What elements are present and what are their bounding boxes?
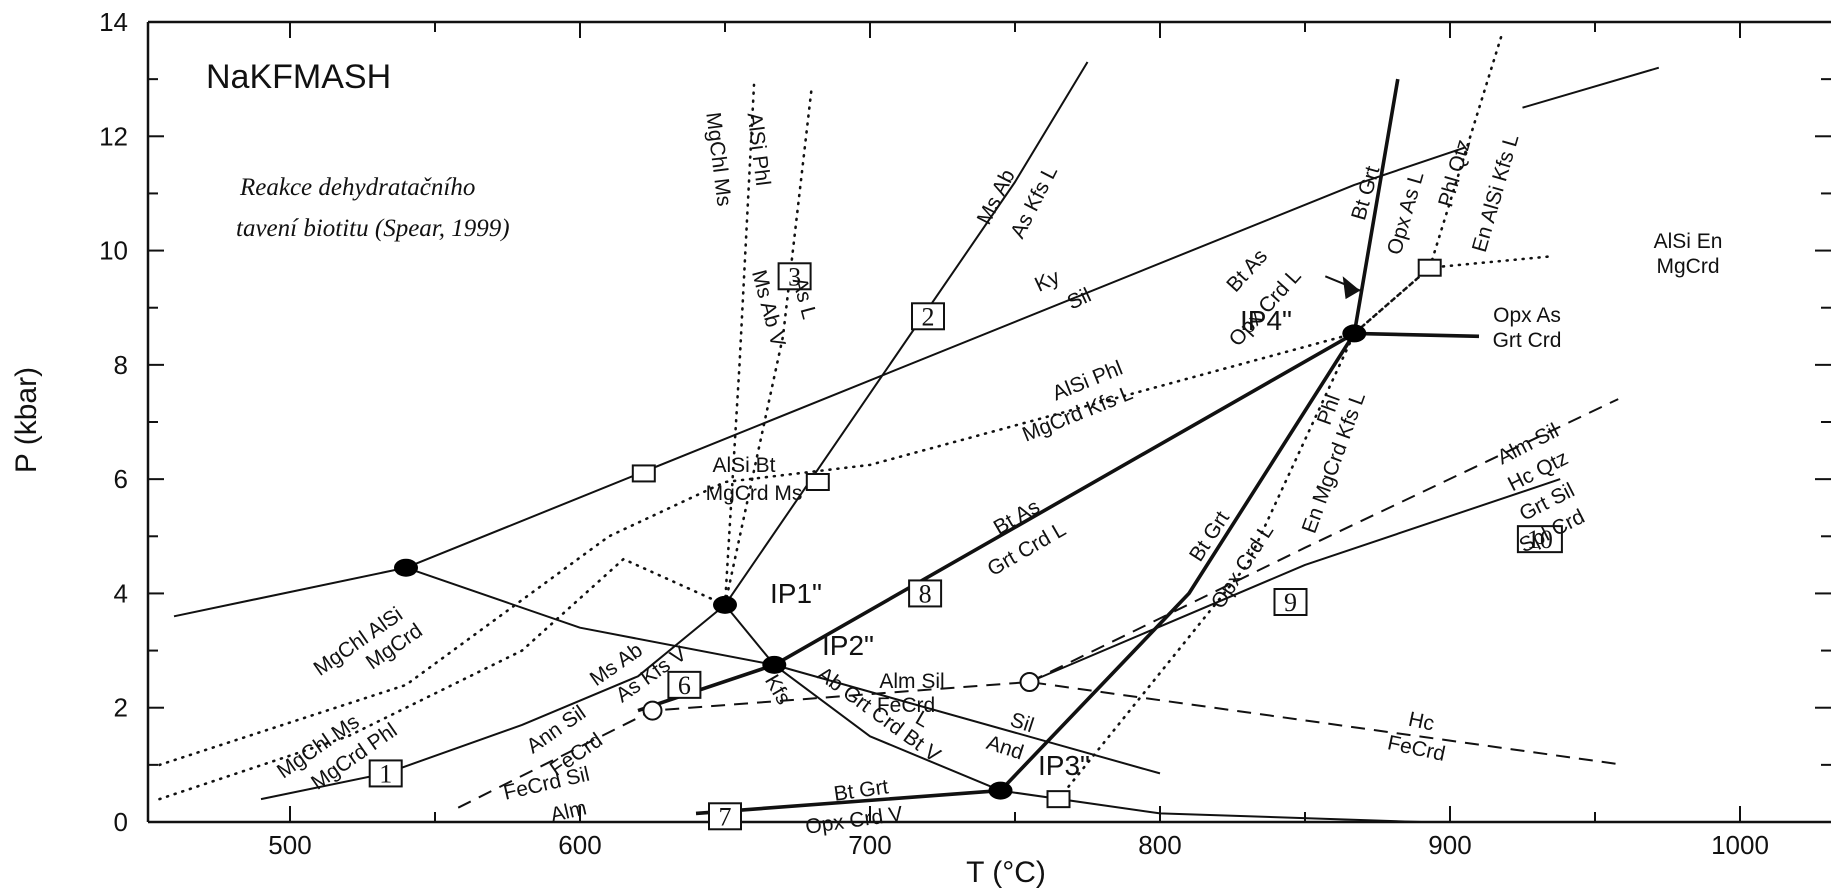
reaction-label-24: Grt Crd <box>1493 329 1562 352</box>
reaction-box-label-7: 7 <box>719 802 732 831</box>
reaction-label-1: MgChl Ms <box>701 111 735 208</box>
open-circle-2 <box>1019 672 1040 692</box>
reaction-box-6 <box>667 670 702 699</box>
reaction-curve-2 <box>405 146 1465 569</box>
reaction-label-22: MgCrd <box>1656 255 1719 278</box>
reaction-box-label-6: 6 <box>678 671 691 700</box>
reaction-box-label-8: 8 <box>919 579 932 608</box>
chart-subtitle-line-1: Reakce dehydratačního <box>239 174 475 201</box>
reaction-label-45: FeCrd <box>877 694 935 717</box>
open-square-6 <box>1046 790 1071 809</box>
x-tick-label: 500 <box>268 830 311 860</box>
reaction-label-15: Bt As <box>1222 245 1272 297</box>
reaction-box-label-2: 2 <box>922 302 935 331</box>
axes-frame <box>146 20 1831 824</box>
reaction-label-44: Alm Sil <box>879 670 944 693</box>
open-circle-1 <box>642 700 663 721</box>
reaction-box-label-3: 3 <box>788 262 801 291</box>
y-tick-label: 10 <box>99 236 128 266</box>
x-tick-label: 900 <box>1428 830 1471 860</box>
reaction-label-7: Ky <box>1031 265 1063 296</box>
invariant-point-label-1: IP1" <box>770 578 822 609</box>
invariant-point-5 <box>394 558 418 577</box>
reaction-curve-5 <box>724 61 1089 606</box>
reaction-curve-17 <box>1057 32 1504 801</box>
reaction-box-label-10: 10 <box>1527 525 1553 554</box>
x-tick-label: 700 <box>848 830 891 860</box>
y-tick-label: 6 <box>114 464 128 494</box>
point-markers: 1 2 3 6 7 8 9 10 <box>368 258 1563 831</box>
reaction-curve-1 <box>173 566 407 618</box>
y-axis-title: P (kbar) <box>10 367 43 473</box>
reaction-curve-8 <box>1522 66 1660 109</box>
reaction-box-2 <box>911 302 945 331</box>
reaction-label-18: Opx As L <box>1383 169 1429 257</box>
reaction-box-8 <box>908 579 943 608</box>
y-tick-label: 2 <box>114 693 128 723</box>
reaction-box-label-9: 9 <box>1284 588 1297 617</box>
reaction-curves <box>158 32 1660 823</box>
reaction-curve-19 <box>1029 398 1619 683</box>
invariant-point-1 <box>713 595 737 614</box>
chart-subtitle-line-2: tavení biotitu (Spear, 1999) <box>236 215 510 242</box>
reaction-curve-15 <box>723 83 756 607</box>
x-tick-label: 800 <box>1138 830 1181 860</box>
invariant-point-4 <box>1342 324 1367 343</box>
reaction-curve-6 <box>724 604 1422 823</box>
reaction-curve-10 <box>999 78 1400 792</box>
x-tick-label: 600 <box>558 830 601 860</box>
reaction-label-20: En AlSi Kfs L <box>1468 132 1524 255</box>
reaction-box-3 <box>777 262 812 291</box>
y-tick-label: 14 <box>99 7 128 37</box>
invariant-point-3 <box>988 781 1013 800</box>
reaction-label-12: MgCrd Ms <box>706 482 803 505</box>
reaction-label-19: Phl Qtz <box>1434 137 1475 210</box>
reaction-box-10 <box>1516 525 1563 554</box>
reaction-label-11: AlSi Bt <box>712 454 775 477</box>
y-tick-label: 4 <box>114 578 128 608</box>
reaction-curve-4 <box>260 604 726 801</box>
open-square-3 <box>631 464 656 483</box>
reaction-label-52: Hc <box>1406 708 1436 736</box>
reaction-label-21: AlSi En <box>1654 230 1723 253</box>
reaction-label-8: Sil <box>1064 284 1095 315</box>
x-tick-label: 1000 <box>1711 830 1769 860</box>
reaction-label-2: AlSi Phl <box>743 111 775 187</box>
invariant-point-label-2: IP2" <box>822 630 874 661</box>
reaction-curve-3 <box>405 566 1161 775</box>
x-axis-title: T (°C) <box>966 856 1046 889</box>
reaction-label-46: Sil <box>1007 708 1036 737</box>
reaction-label-23: Opx As <box>1493 304 1561 327</box>
invariant-point-label-3: IP3" <box>1038 750 1090 781</box>
reaction-curve-7 <box>1029 478 1561 683</box>
y-tick-label: 0 <box>114 807 128 837</box>
reaction-label-47: And <box>984 731 1027 764</box>
reaction-label-4: As L <box>788 275 821 322</box>
reaction-curve-11 <box>1354 331 1480 339</box>
reaction-box-9 <box>1273 588 1308 616</box>
reaction-curve-12 <box>695 788 1001 816</box>
invariant-point-label-4: IP4" <box>1240 305 1292 336</box>
reaction-label-53: FeCrd <box>1385 731 1447 766</box>
y-tick-label: 12 <box>99 121 128 151</box>
open-square-4 <box>805 473 830 491</box>
reaction-box-1 <box>368 759 403 788</box>
invariant-point-2 <box>762 655 787 674</box>
reaction-curve-14 <box>158 557 727 801</box>
reaction-box-label-1: 1 <box>379 759 392 788</box>
y-tick-label: 8 <box>114 350 128 380</box>
open-square-5 <box>1417 258 1442 277</box>
chart-title: NaKFMASH <box>206 58 391 96</box>
arrow-head <box>1342 276 1361 300</box>
reaction-box-7 <box>708 802 742 831</box>
